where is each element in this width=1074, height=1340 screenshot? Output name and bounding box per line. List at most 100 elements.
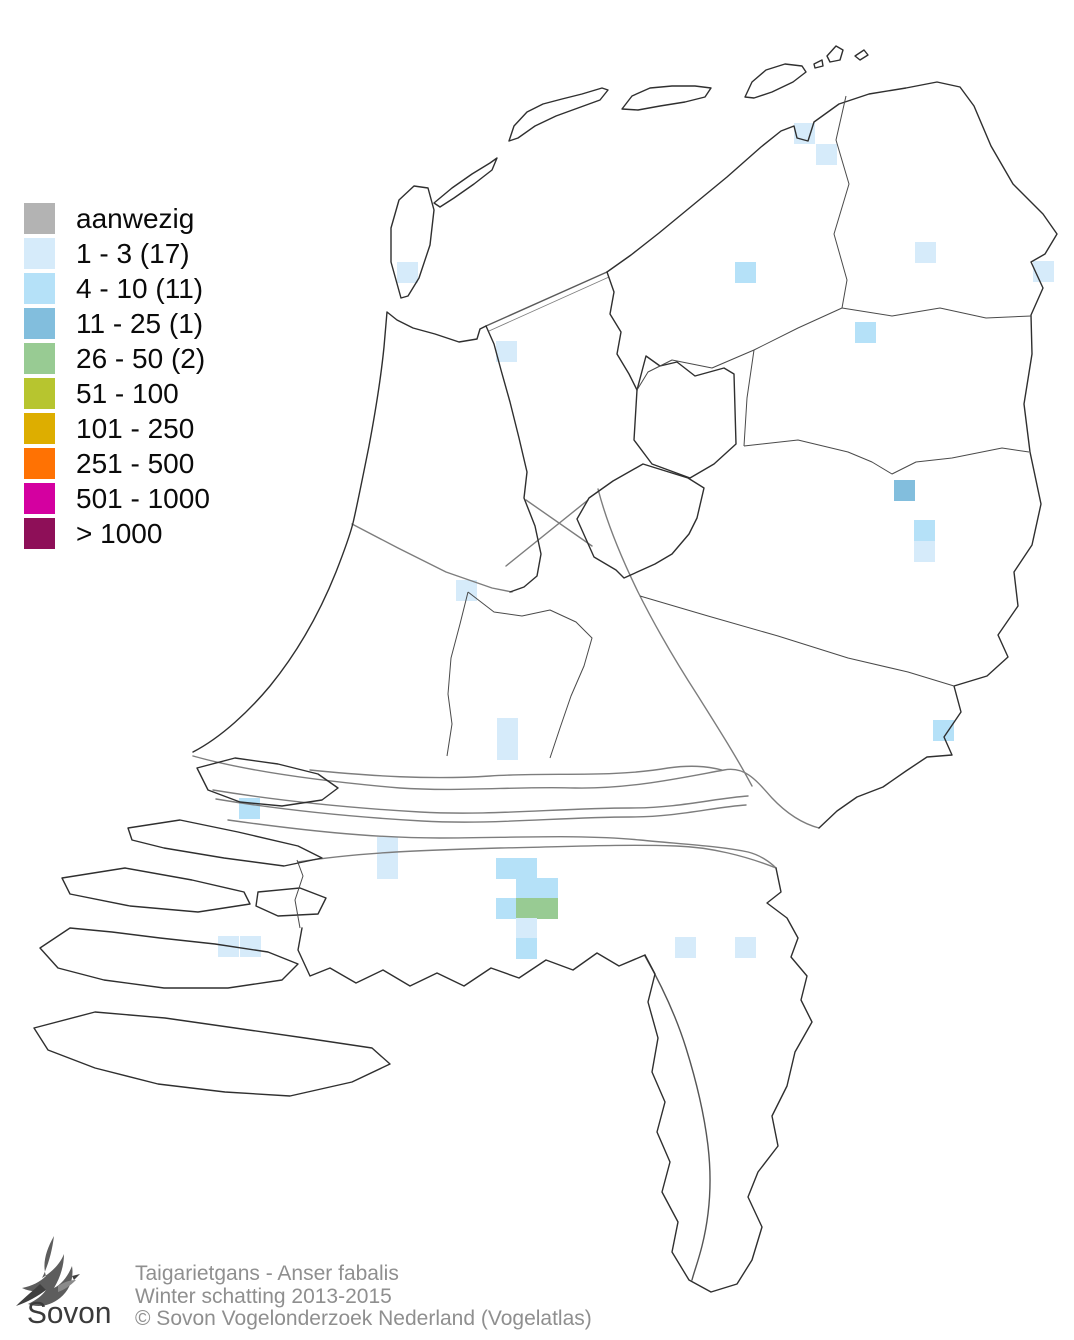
legend-label: > 1000 xyxy=(76,518,163,549)
coast-northholland-ijsselmeer xyxy=(485,325,542,593)
legend-swatch xyxy=(24,448,55,479)
island-terschelling xyxy=(508,87,609,142)
delta-tholen xyxy=(255,887,327,917)
legend: aanwezig 1 - 3 (17) 4 - 10 (11) 11 - 25 (1)… xyxy=(24,201,210,551)
legend-item: 501 - 1000 xyxy=(24,481,210,516)
river-ijssel xyxy=(597,488,753,787)
legend-label: 4 - 10 (11) xyxy=(76,273,204,304)
coast-west-northholland xyxy=(192,311,487,753)
border-overijssel-gelderland xyxy=(639,595,955,687)
border-brabant-zeeland xyxy=(294,859,304,929)
legend-item: 101 - 250 xyxy=(24,411,210,446)
grid-square-4-10 xyxy=(239,798,260,819)
island-schiermonnikoog xyxy=(744,63,807,99)
river-maas xyxy=(227,819,777,869)
border-drenthe-west xyxy=(743,349,755,447)
grid-square-1-3 xyxy=(794,123,815,144)
legend-item: 251 - 500 xyxy=(24,446,210,481)
legend-swatch xyxy=(24,483,55,514)
grid-square-1-3 xyxy=(914,541,935,562)
delta-walcheren-beveland xyxy=(39,927,299,989)
grid-square-1-3 xyxy=(377,858,398,879)
border-drenthe-overijssel xyxy=(743,439,1030,475)
grid-square-4-10 xyxy=(914,520,935,541)
sovon-logo-swallow-icon xyxy=(16,1236,80,1306)
grid-square-4-10 xyxy=(735,262,756,283)
grid-square-1-3 xyxy=(516,918,537,939)
grid-square-4-10 xyxy=(516,938,537,959)
legend-item: 4 - 10 (11) xyxy=(24,271,210,306)
river-north-bank xyxy=(192,755,820,829)
coast-friesland-ijsselmeer xyxy=(606,271,638,391)
grid-square-1-3 xyxy=(496,341,517,362)
grid-square-1-3 xyxy=(397,262,418,283)
grid-square-1-3 xyxy=(915,242,936,263)
island-ameland xyxy=(621,85,712,111)
river-maas-limburg xyxy=(644,955,711,1281)
islet-3 xyxy=(854,49,869,61)
legend-label: 251 - 500 xyxy=(76,448,195,479)
grid-square-1-3 xyxy=(735,937,756,958)
legend-label: 11 - 25 (1) xyxy=(76,308,204,339)
legend-label: 1 - 3 (17) xyxy=(76,238,190,269)
delta-voorne-putten xyxy=(196,757,339,807)
grid-square-4-10 xyxy=(496,898,517,919)
afsluitdijk-inner xyxy=(488,276,610,332)
grid-square-4-10 xyxy=(516,858,537,879)
grid-square-26-50 xyxy=(516,898,537,919)
coast-friesland-groningen-east-border xyxy=(606,81,1058,829)
map-caption: Taigarietgans - Anser fabalis Winter sch… xyxy=(135,1262,592,1331)
grid-square-4-10 xyxy=(496,858,517,879)
grid-square-4-10 xyxy=(933,720,954,741)
legend-label: 501 - 1000 xyxy=(76,483,210,514)
sovon-logo-text: Sovon xyxy=(27,1295,112,1330)
delta-schouwen xyxy=(61,867,251,913)
legend-item: 51 - 100 xyxy=(24,376,210,411)
province-borders xyxy=(294,95,1032,929)
grid-square-1-3 xyxy=(240,936,261,957)
border-friesland-groningen xyxy=(833,95,850,309)
river-south-bank xyxy=(297,844,777,869)
grid-square-1-3 xyxy=(675,937,696,958)
grid-square-4-10 xyxy=(855,322,876,343)
legend-item: 1 - 3 (17) xyxy=(24,236,210,271)
grid-square-26-50 xyxy=(537,898,558,919)
grid-square-1-3 xyxy=(456,580,477,601)
islet-1 xyxy=(813,59,824,69)
border-utrecht-west xyxy=(446,591,469,757)
legend-swatch xyxy=(24,378,55,409)
legend-swatch xyxy=(24,238,55,269)
legend-swatch xyxy=(24,413,55,444)
grid-square-11-25 xyxy=(894,480,915,501)
zeeuws-vlaanderen xyxy=(33,1011,391,1097)
grid-square-4-10 xyxy=(537,878,558,899)
map-subtitle: Winter schatting 2013-2015 xyxy=(135,1284,392,1308)
grid-square-4-10 xyxy=(516,878,537,899)
afsluitdijk xyxy=(485,271,608,327)
legend-label: 26 - 50 (2) xyxy=(76,343,206,374)
grid-square-1-3 xyxy=(497,718,518,739)
grid-square-1-3 xyxy=(816,144,837,165)
river-lek xyxy=(309,765,723,779)
distribution-squares-layer xyxy=(218,123,1054,959)
legend-label: 101 - 250 xyxy=(76,413,195,444)
coastlines xyxy=(33,45,1058,1293)
legend-swatch xyxy=(24,343,55,374)
legend-swatch xyxy=(24,518,55,549)
legend-swatch xyxy=(24,273,55,304)
river-waal-south xyxy=(215,798,747,823)
legend-item: 26 - 50 (2) xyxy=(24,341,210,376)
legend-item: aanwezig xyxy=(24,201,210,236)
species-title: Taigarietgans - Anser fabalis xyxy=(135,1262,399,1285)
legend-label: 51 - 100 xyxy=(76,378,179,409)
noordoostpolder xyxy=(633,355,737,479)
legend-label: aanwezig xyxy=(76,203,195,234)
delta-goeree xyxy=(127,819,323,867)
islet-2 xyxy=(826,45,844,63)
border-groningen-drenthe xyxy=(841,307,1032,319)
legend-item: 11 - 25 (1) xyxy=(24,306,210,341)
legend-swatch xyxy=(24,308,55,339)
island-texel xyxy=(390,185,435,299)
